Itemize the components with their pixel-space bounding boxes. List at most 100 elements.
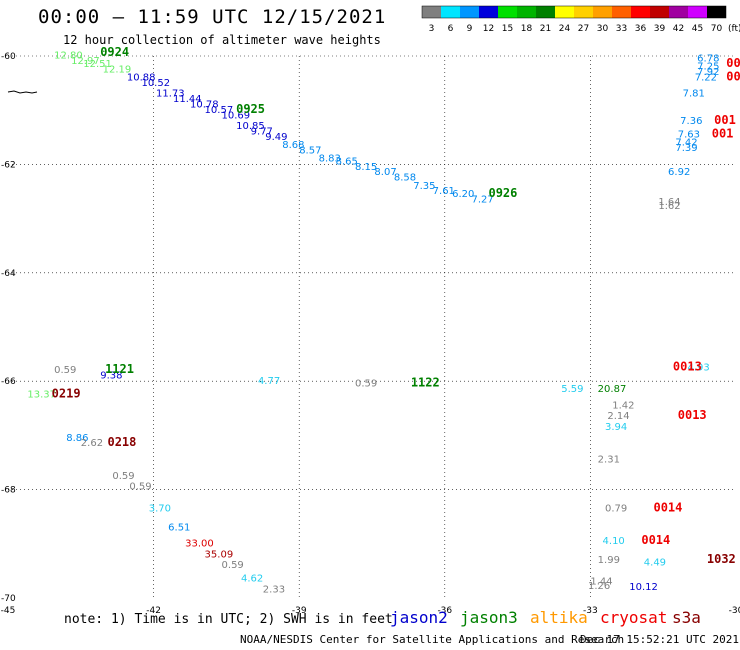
wave-height-value: 8.58 — [394, 173, 416, 184]
credit-text: NOAA/NESDIS Center for Satellite Applica… — [240, 633, 625, 646]
colorbar-label: 9 — [467, 24, 473, 34]
wave-height-points: 12.8012.9712.5112.1910.8810.5211.7311.44… — [27, 51, 719, 596]
wave-height-value: 8.57 — [299, 146, 321, 157]
colorbar-label: 70 — [711, 24, 723, 34]
colorbar-label: 36 — [635, 24, 647, 34]
wave-height-value: 12.19 — [103, 64, 132, 75]
legend-jason3: jason3 — [460, 608, 518, 627]
wave-height-value: 4.10 — [603, 536, 625, 547]
colorbar-swatch — [669, 6, 688, 18]
wave-height-value: 3.70 — [149, 503, 171, 514]
colorbar-label: 12 — [483, 24, 494, 34]
legend-cryosat: cryosat — [600, 608, 668, 627]
legend-s3a: s3a — [672, 608, 701, 627]
wave-height-value: 2.33 — [263, 585, 285, 596]
legend-jason2: jason2 — [390, 608, 448, 627]
wave-height-value: 7.27 — [471, 194, 493, 205]
wave-height-value: 1.99 — [598, 555, 620, 566]
colorbar-label: 33 — [616, 24, 627, 34]
colorbar-swatch — [422, 6, 441, 18]
chart-grid — [8, 55, 736, 598]
x-tick-label: -42 — [146, 606, 161, 616]
colorbar-unit: (ft) — [728, 24, 740, 34]
colorbar-label: 18 — [521, 24, 533, 34]
colorbar-label: 45 — [692, 24, 703, 34]
wave-height-value: 35.09 — [205, 549, 234, 560]
colorbar-label: 42 — [673, 24, 684, 34]
pass-time-label: 0219 — [52, 386, 81, 400]
x-tick-label: -39 — [292, 606, 307, 616]
wave-height-value: 4.49 — [644, 557, 666, 568]
wave-height-value: 7.35 — [413, 181, 435, 192]
wave-height-value: 10.12 — [629, 582, 658, 593]
wave-height-value: 20.87 — [598, 384, 627, 395]
footnote: note: 1) Time is in UTC; 2) SWH is in fe… — [64, 612, 393, 627]
pass-time-label: 00 — [726, 69, 740, 83]
wave-height-value: 7.63 — [678, 129, 700, 140]
colorbar-swatch — [498, 6, 517, 18]
page-subtitle: 12 hour collection of altimeter wave hei… — [63, 33, 381, 47]
chart-ticks: -45 -42 -39 -36 -33 -30 -60 -62 -64 -66 -68 -70 — [1, 52, 740, 616]
pass-time-label: 1121 — [105, 362, 134, 376]
wave-height-value: 8.65 — [336, 156, 358, 167]
legend-altika: altika — [530, 608, 588, 627]
colorbar-swatch — [631, 6, 650, 18]
wave-height-value: 11.44 — [173, 94, 202, 105]
wave-height-value: 1.64 — [658, 197, 680, 208]
wave-height-value: 10.69 — [222, 110, 251, 121]
y-tick-label: -68 — [1, 486, 16, 496]
x-tick-label: -33 — [583, 606, 598, 616]
wave-height-value: 10.85 — [236, 121, 265, 132]
wave-height-value: 4.62 — [241, 574, 263, 585]
colorbar-label: 3 — [429, 24, 435, 34]
wave-height-value: 7.61 — [433, 186, 455, 197]
colorbar-swatch — [441, 6, 460, 18]
wave-height-value: 6.78 — [697, 53, 719, 64]
colorbar-swatch — [574, 6, 593, 18]
colorbar-swatch — [555, 6, 574, 18]
wave-height-value: 8.86 — [66, 433, 88, 444]
wave-height-value: 6.51 — [168, 522, 190, 533]
y-tick-label: -70 — [1, 594, 16, 604]
wave-height-value: 1.26 — [588, 581, 610, 592]
pass-time-label: 0924 — [100, 45, 129, 59]
x-tick-label: -45 — [1, 606, 16, 616]
page-title: 00:00 — 11:59 UTC 12/15/2021 — [38, 6, 387, 28]
wave-height-value: 7.92 — [697, 67, 719, 78]
y-tick-label: -66 — [1, 377, 16, 387]
wave-height-value: 10.78 — [190, 99, 219, 110]
wave-height-value: 0.59 — [129, 482, 151, 493]
wave-height-value: 8.07 — [374, 167, 396, 178]
colorbar-label: 6 — [448, 24, 454, 34]
wave-height-value: 8.68 — [282, 140, 304, 151]
colorbar-frame — [421, 5, 727, 19]
wave-height-value: 1.42 — [612, 400, 634, 411]
wave-height-value: 12.80 — [54, 51, 83, 62]
pass-time-label: 0013 — [673, 359, 702, 373]
wave-height-value: 4.93 — [687, 362, 709, 373]
x-tick-label: -30 — [729, 606, 740, 616]
pass-time-label: 1122 — [411, 376, 440, 390]
wave-height-value: 0.59 — [222, 560, 244, 571]
wave-height-value: 7.25 — [697, 62, 719, 73]
wave-height-value: 2.31 — [598, 455, 620, 466]
colorbar-swatch — [460, 6, 479, 18]
wave-height-value: 10.88 — [127, 72, 156, 83]
wave-height-value: 12.51 — [83, 59, 112, 70]
wave-height-value: 4.77 — [258, 376, 280, 387]
wave-height-value: 2.14 — [607, 411, 629, 422]
pass-time-label: 0218 — [107, 435, 136, 449]
pass-time-label: 0926 — [488, 186, 517, 200]
wave-height-value: 1.62 — [658, 201, 680, 212]
pass-time-label: 0013 — [678, 408, 707, 422]
x-tick-label: -36 — [437, 606, 452, 616]
pass-time-label: 1032 — [707, 552, 736, 566]
wave-height-value: 7.81 — [683, 89, 705, 100]
generated-timestamp: Dec 17 15:52:21 UTC 2021 — [580, 633, 739, 646]
wave-height-value: 2.62 — [81, 438, 103, 449]
wave-height-value: 0.59 — [112, 471, 134, 482]
colorbar-swatch — [593, 6, 612, 18]
wave-height-value: 3.94 — [605, 422, 627, 433]
colorbar-swatch — [612, 6, 631, 18]
